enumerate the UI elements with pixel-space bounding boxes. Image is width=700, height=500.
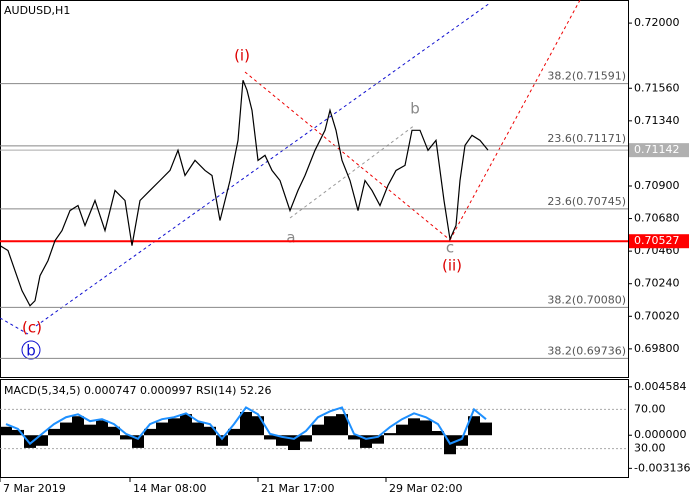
wave-label: b bbox=[26, 342, 36, 360]
y-tick-label: 0.70680 bbox=[634, 212, 680, 225]
macd-bar bbox=[96, 420, 108, 436]
y-tick-label: 0.72000 bbox=[634, 16, 680, 29]
macd-bar bbox=[168, 418, 180, 436]
level-label: 38.2(0.71591) bbox=[547, 70, 626, 83]
macd-bar bbox=[108, 426, 120, 436]
macd-bar bbox=[480, 422, 492, 436]
macd-bar bbox=[72, 416, 84, 436]
wave-circle bbox=[21, 340, 41, 360]
chart-title: AUDUSD,H1 bbox=[4, 4, 70, 17]
y2-tick-label: 30.00 bbox=[634, 442, 666, 455]
macd-bar bbox=[84, 424, 96, 436]
macd-bar bbox=[396, 424, 408, 436]
macd-bar bbox=[120, 435, 132, 440]
macd-bar bbox=[348, 435, 360, 440]
macd-bar bbox=[372, 435, 384, 444]
wave-line bbox=[244, 71, 451, 241]
macd-bar bbox=[48, 428, 60, 436]
macd-bar bbox=[60, 422, 72, 436]
y-tick-label: 0.69800 bbox=[634, 342, 680, 355]
last-price-label: 0.71142 bbox=[634, 143, 680, 156]
macd-bar bbox=[0, 426, 12, 436]
price-line bbox=[0, 80, 489, 307]
wave-line bbox=[289, 124, 416, 219]
macd-bar bbox=[264, 435, 276, 440]
macd-bar bbox=[192, 422, 204, 436]
y-tick-label: 0.71340 bbox=[634, 114, 680, 127]
wave-label: b bbox=[410, 100, 420, 118]
wave-label: (i) bbox=[234, 47, 250, 65]
macd-bar bbox=[12, 429, 24, 436]
y-tick-label: -0.003136 bbox=[634, 461, 690, 474]
y2-tick-label: 70.00 bbox=[634, 402, 666, 415]
macd-bar bbox=[216, 435, 228, 446]
x-tick-label: 7 Mar 2019 bbox=[3, 482, 66, 495]
last-price-box bbox=[629, 143, 689, 158]
indicator-title: MACD(5,34,5) 0.000747 0.000997 RSI(14) 5… bbox=[4, 384, 271, 397]
wave-label: (ii) bbox=[442, 257, 462, 275]
trend-line bbox=[35, 2, 491, 327]
y-tick-label: 0.71560 bbox=[634, 81, 680, 94]
macd-bar bbox=[204, 426, 216, 436]
macd-bar bbox=[324, 416, 336, 436]
trend-line bbox=[0, 317, 29, 335]
macd-bar bbox=[384, 433, 396, 436]
macd-bar bbox=[228, 428, 240, 436]
macd-bar bbox=[276, 435, 288, 446]
x-tick-label: 29 Mar 02:00 bbox=[389, 482, 462, 495]
level-label: 23.6(0.70745) bbox=[547, 195, 626, 208]
y-tick-label: 0.004584 bbox=[634, 380, 687, 393]
macd-bar bbox=[456, 435, 468, 446]
y-tick-label: 0.70020 bbox=[634, 309, 680, 322]
macd-bar bbox=[312, 424, 324, 436]
macd-bar bbox=[24, 435, 36, 448]
wave-label: (c) bbox=[22, 319, 42, 337]
macd-bar bbox=[468, 416, 480, 436]
macd-bar bbox=[300, 435, 312, 442]
macd-bar bbox=[252, 416, 264, 436]
level-label: 23.6(0.71171) bbox=[547, 132, 626, 145]
macd-bar bbox=[36, 435, 48, 446]
macd-bar bbox=[432, 431, 444, 436]
support-label: 0.70527 bbox=[634, 234, 680, 247]
y-tick-label: 0.70900 bbox=[634, 179, 680, 192]
wave-label: c bbox=[446, 239, 454, 257]
macd-bar bbox=[180, 414, 192, 436]
level-label: 38.2(0.70080) bbox=[547, 293, 626, 306]
macd-bar bbox=[408, 418, 420, 436]
macd-bar bbox=[156, 422, 168, 436]
main-frame bbox=[0, 0, 629, 378]
support-box bbox=[629, 234, 689, 249]
rsi-line bbox=[5, 406, 487, 446]
x-tick-label: 14 Mar 08:00 bbox=[133, 482, 206, 495]
macd-bar bbox=[240, 411, 252, 436]
y-tick-label: 0.70240 bbox=[634, 277, 680, 290]
wave-label: a bbox=[286, 229, 295, 247]
macd-bar bbox=[144, 428, 156, 436]
macd-bar bbox=[420, 420, 432, 436]
x-tick-label: 21 Mar 17:00 bbox=[261, 482, 334, 495]
macd-bar bbox=[336, 414, 348, 436]
y-tick-label: 0.000000 bbox=[634, 428, 687, 441]
level-label: 38.2(0.69736) bbox=[547, 344, 626, 357]
